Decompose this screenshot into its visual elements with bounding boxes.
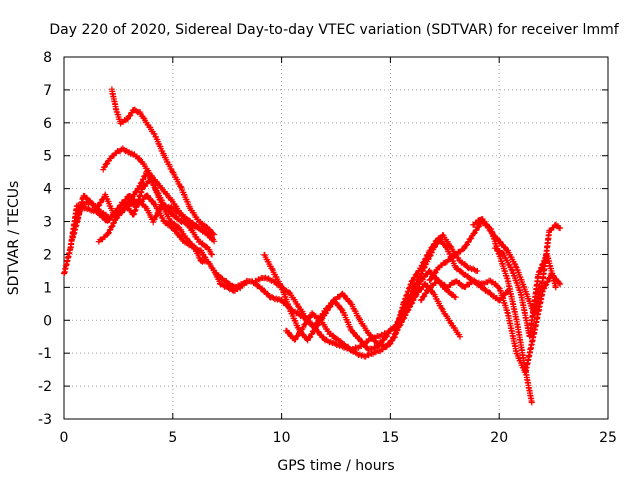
x-tick-label: 0 (60, 430, 69, 446)
y-tick-label: 2 (43, 247, 52, 263)
chart-title: Day 220 of 2020, Sidereal Day-to-day VTE… (49, 22, 619, 38)
marker-trace-track-j (283, 280, 463, 360)
y-tick-label: 7 (43, 83, 52, 99)
x-tick-label: 20 (490, 430, 508, 446)
series-track-e (100, 145, 218, 245)
y-tick-label: -3 (38, 412, 52, 428)
marker-trace-track-e (100, 145, 218, 245)
x-tick-label: 15 (381, 430, 399, 446)
marker-trace-track-f (108, 86, 218, 238)
y-tick-label: 1 (43, 280, 52, 296)
x-tick-label: 10 (273, 430, 291, 446)
y-tick-label: 5 (43, 149, 52, 165)
x-tick-label: 25 (599, 430, 617, 446)
series-track-j (283, 280, 463, 360)
series-track-f (108, 86, 218, 238)
y-axis-label: SDTVAR / TECUs (6, 181, 22, 296)
y-tick-label: -2 (38, 379, 52, 395)
y-tick-label: 0 (43, 313, 52, 329)
y-tick-label: 3 (43, 215, 52, 231)
y-tick-label: 4 (43, 182, 52, 198)
marker-trace-track-o (391, 232, 481, 334)
marker-trace-track-n (491, 245, 559, 340)
x-axis-label: GPS time / hours (277, 458, 394, 474)
x-tick-label: 5 (168, 430, 177, 446)
y-tick-label: -1 (38, 346, 52, 362)
x-tick-labels: 0 5 10 15 20 25 (60, 430, 617, 446)
plot-frame (63, 56, 609, 420)
y-tick-label: 6 (43, 116, 52, 132)
grid-lines (64, 57, 608, 419)
y-tick-labels: -3 -2 -1 0 1 2 3 4 5 6 7 8 (38, 50, 52, 428)
series-track-o (391, 232, 481, 334)
series-track-n (491, 245, 559, 340)
y-tick-label: 8 (43, 50, 52, 66)
data-marks (61, 86, 564, 406)
